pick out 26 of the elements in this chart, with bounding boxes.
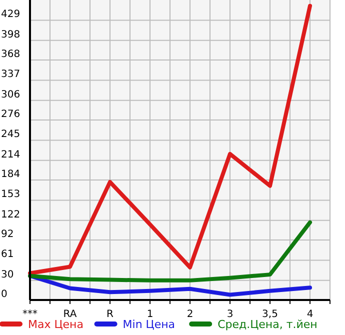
y-tick-label: 276	[1, 109, 20, 120]
x-tick-label: ***	[22, 309, 38, 320]
y-tick-label: 61	[1, 249, 14, 260]
y-tick-label: 214	[1, 149, 20, 160]
y-tick-label: 429	[1, 9, 20, 20]
y-tick-label: 184	[1, 169, 20, 180]
y-tick-label: 153	[1, 189, 20, 200]
legend-label: Min Цена	[122, 318, 176, 331]
x-tick-label: RA	[63, 309, 77, 320]
y-tick-label: 368	[1, 49, 20, 60]
y-tick-label: 245	[1, 129, 20, 140]
x-tick-label: R	[106, 309, 114, 320]
y-tick-label: 30	[1, 269, 14, 280]
x-tick-label: 1	[146, 309, 154, 320]
y-tick-label: 337	[1, 69, 20, 80]
y-tick-label: 0	[1, 289, 8, 300]
x-tick-label: 2	[186, 309, 194, 320]
legend-label: Max Цена	[28, 318, 84, 331]
y-tick-label: 122	[1, 209, 20, 220]
y-tick-label: 306	[1, 89, 20, 100]
x-tick-label: 3,5	[262, 309, 278, 320]
legend-label: Сред.Цена, т.йен	[218, 318, 318, 331]
y-tick-label: 398	[1, 29, 20, 40]
y-tick-label: 92	[1, 229, 14, 240]
x-tick-label: 3	[226, 309, 234, 320]
x-tick-label: 4	[306, 309, 314, 320]
